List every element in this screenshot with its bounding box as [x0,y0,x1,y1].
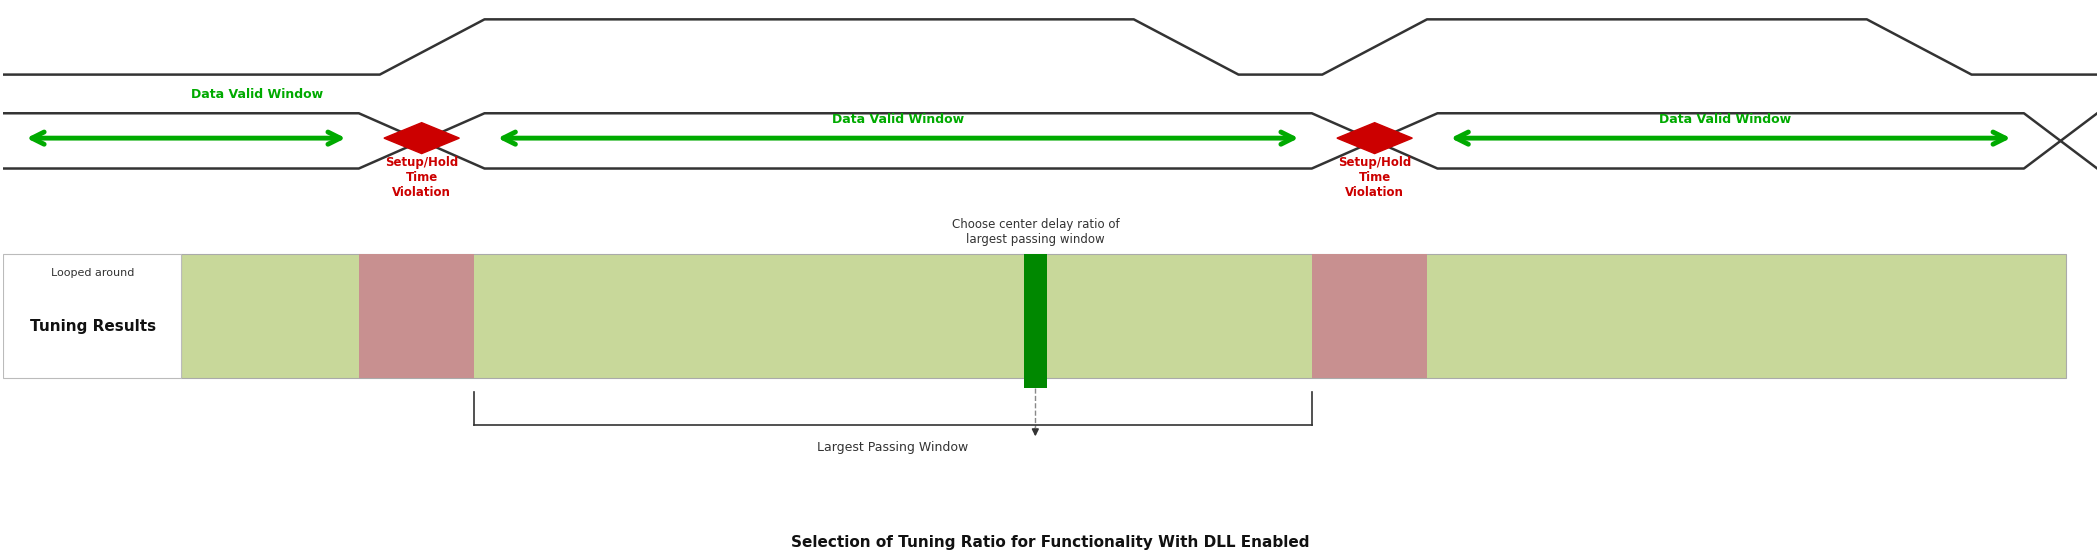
Bar [181,254,2066,378]
Polygon shape [384,123,460,153]
Bar [1312,254,1428,378]
Text: Largest Passing Window: Largest Passing Window [817,441,968,454]
Bar [2,254,181,378]
Text: Tuning Results: Tuning Results [29,319,155,334]
Polygon shape [1338,123,1413,153]
Text: Data Valid Window: Data Valid Window [832,113,964,126]
Text: Choose center delay ratio of
largest passing window: Choose center delay ratio of largest pas… [951,218,1119,246]
Text: Setup/Hold
Time
Violation: Setup/Hold Time Violation [384,156,458,199]
Bar [359,254,475,378]
Text: Selection of Tuning Ratio for Functionality With DLL Enabled: Selection of Tuning Ratio for Functional… [792,535,1308,550]
Text: Data Valid Window: Data Valid Window [191,88,323,102]
Text: Data Valid Window: Data Valid Window [1659,113,1791,126]
Bar [1025,254,1048,388]
Text: Looped around: Looped around [50,268,134,278]
Text: Setup/Hold
Time
Violation: Setup/Hold Time Violation [1338,156,1411,199]
